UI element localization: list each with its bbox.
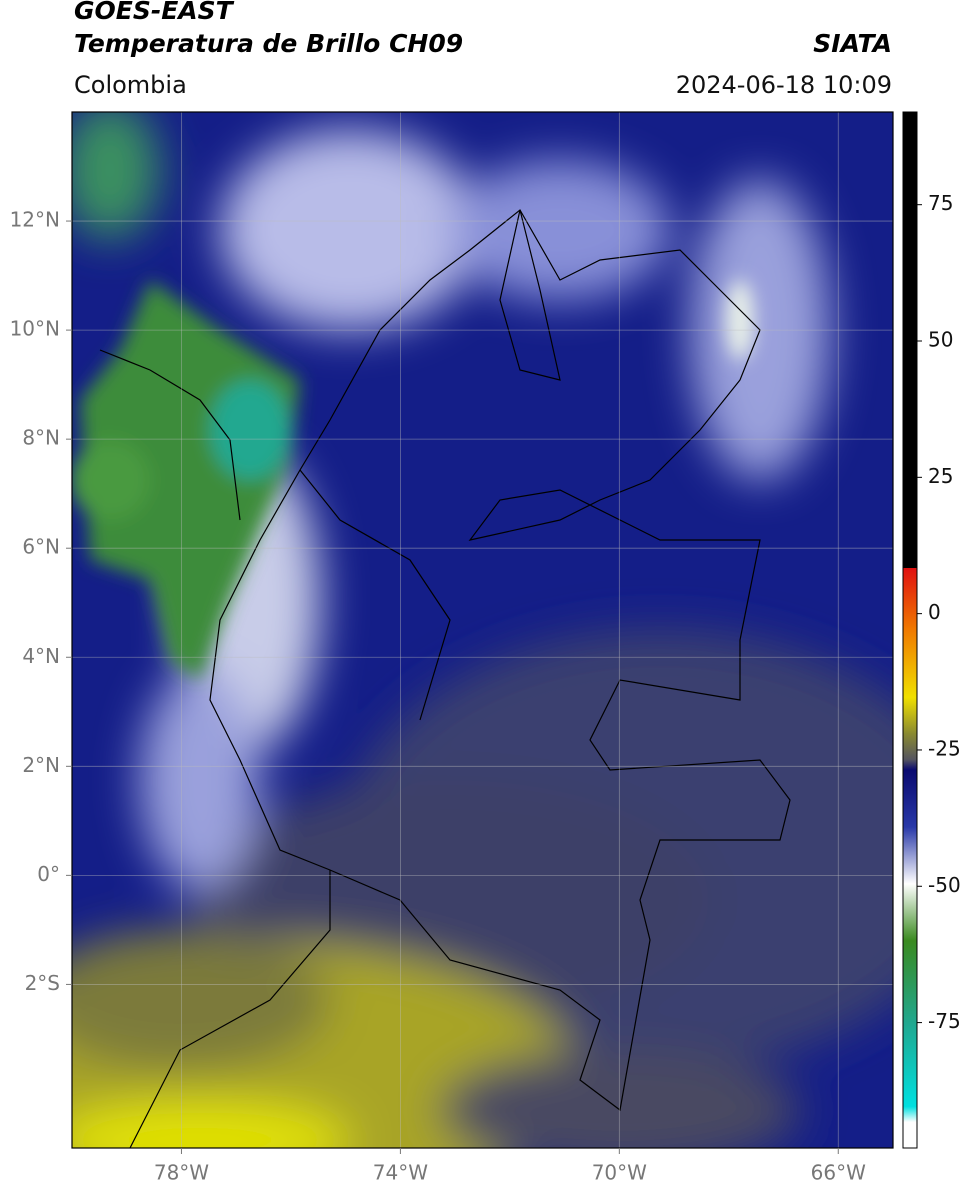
y-tick-label: 2°N [22,753,60,777]
source: SIATA [813,29,892,58]
colorbar-tick-label: -50 [928,873,961,897]
y-tick-label: 4°N [22,644,60,668]
x-tick-label: 70°W [592,1161,647,1185]
x-tick-label: 74°W [373,1161,428,1185]
borders [99,209,791,1148]
y-tick-label: 6°N [22,535,60,559]
datetime: 2024-06-18 10:09 [676,71,892,99]
satellite-image [72,112,893,1148]
colorbar-tick-label: 75 [928,191,953,215]
colorbar-tick-label: 50 [928,328,953,352]
y-tick-label: 2°S [25,971,60,995]
x-tick-label: 78°W [154,1161,209,1185]
y-tick-label: 8°N [22,426,60,450]
y-tick-label: 0° [37,862,60,886]
colorbar-tick-label: -75 [928,1009,961,1033]
colorbar [902,111,918,1149]
colorbar-tick-label: 25 [928,464,953,488]
y-tick-label: 12°N [10,208,60,232]
title: GOES-EAST [74,0,235,25]
subtitle: Temperatura de Brillo CH09 [74,29,463,58]
region: Colombia [74,71,187,99]
colorbar-tick-label: 0 [928,600,941,624]
y-tick-label: 10°N [10,317,60,341]
colorbar-tick-label: -25 [928,736,961,760]
x-tick-label: 66°W [811,1161,866,1185]
map-frame [71,111,894,1149]
